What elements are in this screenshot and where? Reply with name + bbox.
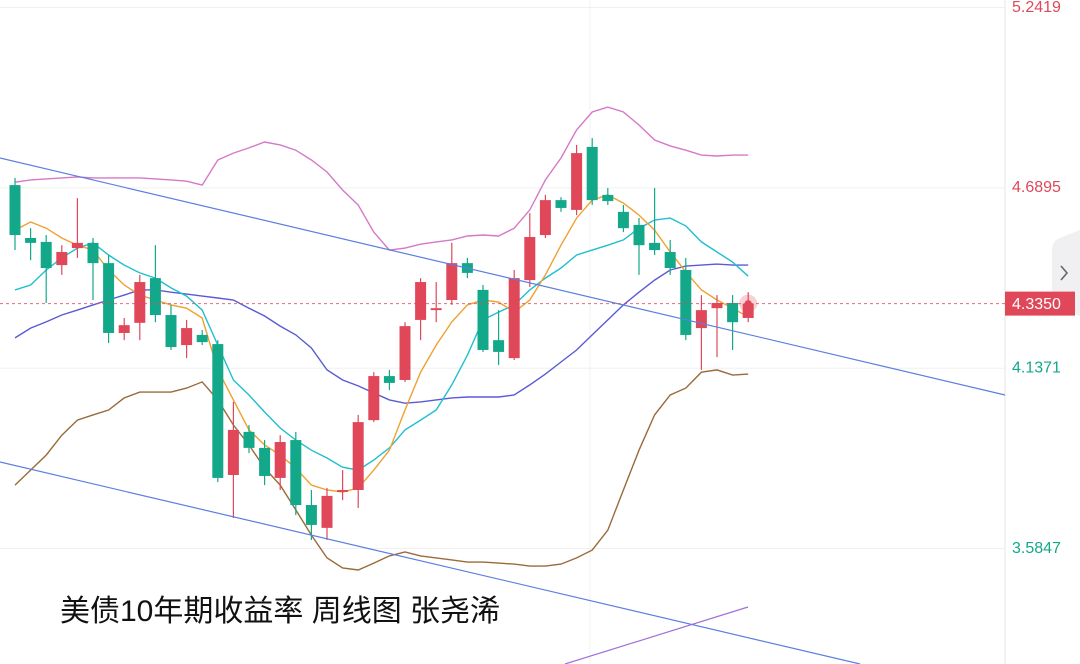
last-price-dot bbox=[744, 300, 752, 308]
candle-body bbox=[165, 315, 177, 348]
last-price-label: 4.3350 bbox=[1012, 296, 1061, 313]
candle-body bbox=[227, 429, 239, 475]
candle-body bbox=[399, 326, 411, 380]
candle-body bbox=[118, 325, 130, 333]
candle-body bbox=[711, 302, 723, 309]
candle-body bbox=[649, 242, 661, 251]
candle-body bbox=[103, 263, 115, 333]
candle-body bbox=[290, 440, 302, 506]
candle-body bbox=[149, 278, 161, 316]
indicator-line bbox=[14, 217, 749, 471]
candle-body bbox=[586, 146, 598, 201]
candle-body bbox=[633, 224, 645, 246]
candle-body bbox=[524, 237, 536, 281]
candle-body bbox=[56, 252, 68, 266]
last-price-box bbox=[1005, 291, 1075, 316]
candle-body bbox=[383, 376, 395, 383]
candle-body bbox=[368, 376, 380, 421]
candle-body bbox=[196, 334, 208, 343]
candle-body bbox=[259, 447, 271, 476]
candle-body bbox=[508, 278, 520, 359]
chevron-icon[interactable] bbox=[1060, 265, 1069, 281]
y-axis: 5.2419 4.6895 4.1371 3.5847 bbox=[1012, 0, 1061, 557]
trend-line bbox=[0, 157, 1006, 396]
candle-body bbox=[9, 185, 21, 236]
candle-body bbox=[602, 194, 614, 202]
trend-line bbox=[564, 606, 749, 664]
y-tick-label: 4.6895 bbox=[1012, 179, 1061, 196]
candle-body bbox=[664, 252, 676, 269]
y-tick-label: 4.1371 bbox=[1012, 359, 1061, 376]
indicator-line bbox=[14, 369, 749, 571]
grid bbox=[0, 7, 1005, 550]
y-tick-label: 3.5847 bbox=[1012, 540, 1061, 557]
trend-line bbox=[0, 461, 861, 664]
candle-body bbox=[477, 289, 489, 350]
candle-body bbox=[555, 200, 567, 208]
candle-body bbox=[742, 303, 754, 318]
candle-body bbox=[212, 344, 224, 478]
candle-body bbox=[415, 282, 427, 320]
candle-body bbox=[695, 310, 707, 329]
candle-body bbox=[617, 211, 629, 229]
candle-body bbox=[181, 328, 193, 346]
indicator-line bbox=[14, 106, 749, 251]
candle-body bbox=[243, 431, 255, 448]
candle-body bbox=[430, 308, 442, 311]
candle-body bbox=[680, 269, 692, 335]
candle-body bbox=[727, 302, 739, 323]
candle-body bbox=[571, 153, 583, 210]
candle-body bbox=[337, 490, 349, 492]
chart-caption: 美债10年期收益率 周线图 张尧浠 bbox=[60, 595, 500, 628]
candle-body bbox=[25, 237, 37, 243]
candle-body bbox=[134, 282, 146, 323]
candles bbox=[9, 138, 754, 540]
candle-body bbox=[493, 340, 505, 352]
candle-body bbox=[274, 442, 286, 478]
indicator-lines bbox=[14, 106, 749, 571]
candle-body bbox=[40, 241, 52, 269]
candle-body bbox=[71, 242, 83, 249]
candle-body bbox=[352, 422, 364, 491]
candle-body bbox=[539, 200, 551, 236]
candle-body bbox=[446, 263, 458, 301]
candle-body bbox=[87, 242, 99, 264]
candle-body bbox=[321, 495, 333, 528]
y-tick-label: 5.2419 bbox=[1012, 0, 1061, 16]
candle-body bbox=[305, 505, 317, 525]
